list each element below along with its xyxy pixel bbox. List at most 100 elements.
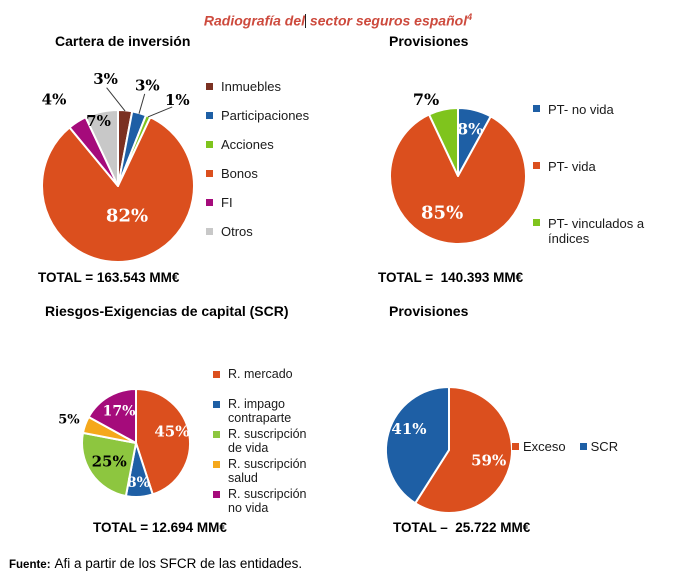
legend-item: Otros	[206, 225, 309, 254]
legend-label: R. mercado	[228, 367, 293, 381]
pie-slice-percentage-label: 7%	[86, 112, 111, 130]
legend-label: FI	[221, 195, 233, 210]
pie-slice-percentage-label: 8%	[127, 475, 150, 491]
legend-item: R. suscripción salud	[213, 457, 317, 488]
legend-label: PT- vinculados a índices	[548, 216, 645, 246]
source-text: Afi a partir de los SFCR de las entidade…	[54, 556, 303, 571]
pie-slice-percentage-label: 59%	[471, 451, 506, 469]
legend-item: SCR	[579, 439, 619, 454]
pie-slice	[81, 431, 137, 498]
legend-swatch-icon	[533, 105, 540, 112]
pie-slice-percentage-label: 3%	[93, 70, 118, 88]
legend-label: Participaciones	[221, 108, 310, 123]
text-cursor	[305, 13, 307, 28]
legend-scr: R. mercado R. impago contraparte R. suscri…	[213, 367, 317, 518]
pie-slice-percentage-label: 25%	[92, 453, 127, 471]
legend-item: PT- vinculados a índices	[533, 216, 655, 273]
pie-slice-percentage-label: 45%	[154, 423, 189, 441]
legend-swatch-icon	[213, 491, 220, 498]
legend-swatch-icon	[206, 83, 213, 90]
legend-label: R. suscripción salud	[228, 457, 307, 485]
legend-swatch-icon	[579, 443, 587, 450]
legend-swatch-icon	[213, 401, 220, 408]
legend-swatch-icon	[206, 141, 213, 148]
legend-item: R. mercado	[213, 367, 317, 398]
legend-label: Acciones	[221, 137, 274, 152]
source-note: Fuente: Afi a partir de los SFCR de las e…	[9, 556, 302, 571]
legend-label: Bonos	[221, 166, 258, 181]
legend-item: R. suscripción no vida	[213, 487, 317, 518]
pie-slice-percentage-label: 3%	[135, 77, 160, 95]
pie-slice-percentage-label: 1%	[165, 91, 190, 109]
legend-swatch-icon	[206, 199, 213, 206]
pie-slice	[428, 107, 459, 177]
legend-item: FI	[206, 196, 309, 225]
pie-slice	[414, 386, 513, 514]
legend-swatch-icon	[206, 170, 213, 177]
legend-swatch-icon	[533, 219, 540, 226]
legend-swatch-icon	[206, 112, 213, 119]
legend-item: Acciones	[206, 138, 309, 167]
chart-title-scr: Riesgos-Exigencias de capital (SCR)	[45, 303, 289, 319]
pie-slice-percentage-label: 8%	[457, 119, 483, 138]
legend-item: PT- no vida	[533, 102, 655, 159]
pie-slice	[385, 386, 450, 505]
chart-title-cartera: Cartera de inversión	[55, 33, 191, 49]
legend-item: PT- vida	[533, 159, 655, 216]
legend-item: R. impago contraparte	[213, 397, 317, 428]
legend-item: Participaciones	[206, 109, 309, 138]
page-title-part2: sector seguros español	[306, 12, 468, 29]
page-title: Radiografía del sector seguros español4	[0, 12, 676, 29]
pie-slice-percentage-label: 85%	[421, 203, 463, 224]
legend-exceso-scr: Exceso SCR	[512, 440, 618, 454]
total-provisiones-pt: TOTAL = 140.393 MM€	[378, 270, 524, 285]
pie-slice-percentage-label: 4%	[42, 91, 67, 109]
legend-item: Bonos	[206, 167, 309, 196]
pie-slice	[84, 109, 119, 187]
legend-label: R. impago contraparte	[228, 397, 292, 425]
legend-item: Inmuebles	[206, 80, 309, 109]
label-leader-line	[106, 87, 126, 112]
legend-label: R. suscripción de vida	[228, 427, 307, 455]
pie-slice	[135, 388, 192, 496]
chart-title-provisiones-pt: Provisiones	[389, 33, 469, 49]
pie-chart-scr: 45% 8%25% 5% 17%	[58, 388, 192, 498]
legend-swatch-icon	[213, 461, 220, 468]
pie-slice-percentage-label: 17%	[103, 404, 136, 420]
legend-label: R. suscripción no vida	[228, 487, 307, 515]
legend-swatch-icon	[213, 431, 220, 438]
legend-item: Exceso	[512, 440, 566, 454]
legend-swatch-icon	[206, 228, 213, 235]
label-leader-line	[147, 106, 173, 118]
legend-item: R. suscripción de vida	[213, 427, 317, 458]
pie-slice-percentage-label: 5%	[58, 413, 80, 428]
legend-label: PT- no vida	[548, 102, 614, 117]
legend-label: Otros	[221, 224, 253, 239]
legend-label: SCR	[590, 439, 619, 454]
source-label: Fuente:	[9, 559, 51, 571]
pie-slice	[41, 116, 195, 263]
total-cartera: TOTAL = 163.543 MM€	[38, 270, 180, 285]
legend-swatch-icon	[213, 371, 220, 378]
total-scr: TOTAL = 12.694 MM€	[93, 520, 227, 535]
pie-chart-provisiones-pt: 8% 85% 7%	[389, 90, 527, 245]
legend-swatch-icon	[512, 443, 519, 450]
page-title-superscript: 4	[467, 12, 473, 22]
total-exceso-scr: TOTAL – 25.722 MM€	[393, 520, 531, 535]
legend-cartera: Inmuebles Participaciones Acciones Bonos FI O…	[206, 80, 309, 254]
page-title-part1: Radiografía del	[203, 12, 306, 29]
legend-label: PT- vida	[548, 159, 596, 174]
pie-chart-cartera: 3% 3% 1% 82% 4% 7%	[41, 70, 195, 263]
label-leader-line	[138, 93, 146, 114]
legend-swatch-icon	[533, 162, 540, 169]
legend-label: Exceso	[523, 439, 566, 454]
pie-chart-exceso-scr: 59% 41%	[385, 386, 513, 514]
pie-slice-percentage-label: 41%	[391, 420, 426, 438]
legend-label: Inmuebles	[221, 79, 281, 94]
pie-slice-percentage-label: 82%	[106, 205, 148, 226]
legend-provisiones-pt: PT- no vida PT- vida PT- vinculados a índi…	[533, 102, 655, 273]
chart-title-exceso-scr: Provisiones	[389, 303, 469, 319]
pie-slice	[389, 113, 527, 245]
pie-slice-percentage-label: 7%	[413, 90, 439, 109]
